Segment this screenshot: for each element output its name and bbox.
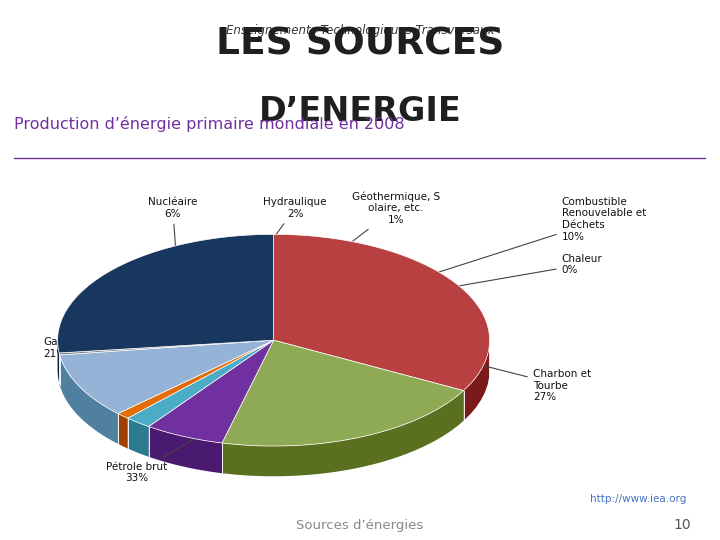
Text: Hydraulique
2%: Hydraulique 2% — [146, 197, 327, 416]
Text: http://www.iea.org: http://www.iea.org — [590, 494, 687, 504]
Polygon shape — [127, 340, 274, 427]
Polygon shape — [58, 341, 59, 383]
Text: Production d’énergie primaire mondiale en 2008: Production d’énergie primaire mondiale e… — [14, 116, 405, 132]
Text: Pétrole brut
33%: Pétrole brut 33% — [106, 290, 448, 483]
Text: Charbon et
Tourbe
27%: Charbon et Tourbe 27% — [122, 274, 591, 402]
Text: Géothermique, S
olaire, etc.
1%: Géothermique, S olaire, etc. 1% — [132, 191, 440, 410]
Polygon shape — [60, 355, 118, 444]
Polygon shape — [59, 340, 274, 355]
Polygon shape — [118, 340, 274, 418]
Polygon shape — [222, 390, 464, 476]
Text: D’ENERGIE: D’ENERGIE — [258, 95, 462, 128]
Polygon shape — [58, 234, 274, 353]
Polygon shape — [60, 340, 274, 414]
Polygon shape — [222, 340, 464, 446]
Polygon shape — [464, 347, 489, 421]
Text: LES SOURCES: LES SOURCES — [216, 26, 504, 62]
Text: Nucléaire
6%: Nucléaire 6% — [148, 197, 197, 429]
Text: Combustible
Renouvelable et
Déchets
10%: Combustible Renouvelable et Déchets 10% — [91, 197, 646, 383]
Text: 10: 10 — [674, 518, 691, 532]
Text: Gaz
21%: Gaz 21% — [43, 337, 354, 431]
Text: Enseignements Technologiques Transversaux: Enseignements Technologiques Transversau… — [226, 24, 494, 37]
Text: Chaleur
0%: Chaleur 0% — [73, 254, 603, 353]
Text: Sources d’énergies: Sources d’énergies — [297, 518, 423, 532]
Polygon shape — [274, 234, 490, 390]
Polygon shape — [127, 418, 148, 457]
Polygon shape — [148, 340, 274, 443]
Polygon shape — [148, 427, 222, 473]
Polygon shape — [118, 414, 127, 448]
